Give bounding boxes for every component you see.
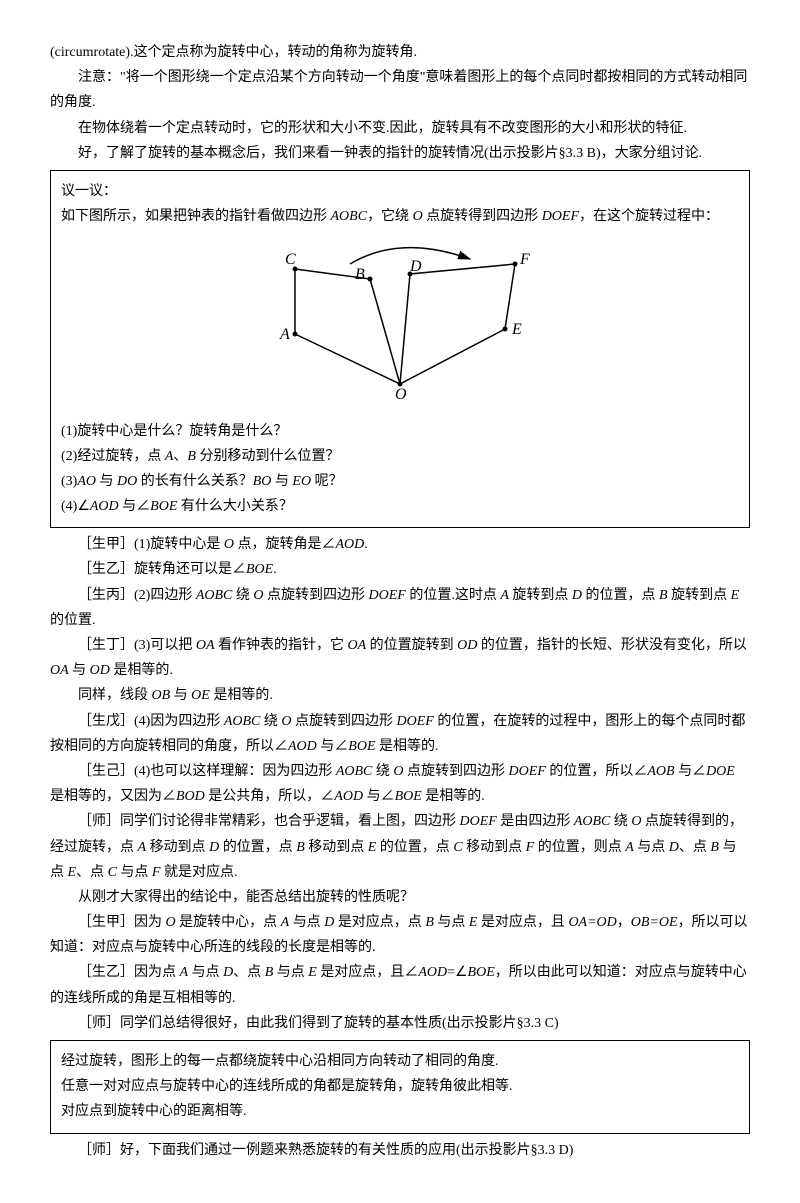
box1-q4: (4)∠AOD 与∠BOE 有什么大小关系？ (61, 494, 739, 519)
label-C: C (285, 251, 296, 268)
intro-line4: 好，了解了旋转的基本概念后，我们来看一钟表的指针的旋转情况(出示投影片§3.3 … (50, 141, 750, 166)
intro-line2: 注意："将一个图形绕一个定点沿某个方向转动一个角度"意味着图形上的每个点同时都按… (50, 65, 750, 115)
property-box: 经过旋转，图形上的每一点都绕旋转中心沿相同方向转动了相同的角度. 任意一对对应点… (50, 1040, 750, 1134)
student-ding2: 同样，线段 OB 与 OE 是相等的. (50, 683, 750, 708)
label-A: A (279, 326, 290, 343)
label-O: O (395, 386, 407, 399)
discussion-box: 议一议： 如下图所示，如果把钟表的指针看做四边形 AOBC，它绕 O 点旋转得到… (50, 170, 750, 528)
box2-line1: 经过旋转，图形上的每一点都绕旋转中心沿相同方向转动了相同的角度. (61, 1049, 739, 1074)
student-jia1: ［生甲］(1)旋转中心是 O 点，旋转角是∠AOD. (50, 532, 750, 557)
teacher-1: ［师］同学们讨论得非常精彩，也合乎逻辑，看上图，四边形 DOEF 是由四边形 A… (50, 809, 750, 885)
student-yi1: ［生乙］旋转角还可以是∠BOE. (50, 557, 750, 582)
box1-q2: (2)经过旋转，点 A、B 分别移动到什么位置？ (61, 444, 739, 469)
student-yi2: ［生乙］因为点 A 与点 D、点 B 与点 E 是对应点，且∠AOD=∠BOE，… (50, 960, 750, 1010)
box2-line3: 对应点到旋转中心的距离相等. (61, 1099, 739, 1124)
student-jia2: ［生甲］因为 O 是旋转中心，点 A 与点 D 是对应点，点 B 与点 E 是对… (50, 910, 750, 960)
label-F: F (519, 251, 530, 268)
box1-q1: (1)旋转中心是什么？旋转角是什么？ (61, 419, 739, 444)
student-ji: ［生己］(4)也可以这样理解：因为四边形 AOBC 绕 O 点旋转到四边形 DO… (50, 759, 750, 809)
teacher-3: ［师］同学们总结得很好，由此我们得到了旋转的基本性质(出示投影片§3.3 C) (50, 1011, 750, 1036)
box2-line2: 任意一对对应点与旋转中心的连线所成的角都是旋转角，旋转角彼此相等. (61, 1074, 739, 1099)
student-wu: ［生戊］(4)因为四边形 AOBC 绕 O 点旋转到四边形 DOEF 的位置，在… (50, 709, 750, 759)
label-E: E (511, 321, 522, 338)
student-bing: ［生丙］(2)四边形 AOBC 绕 O 点旋转到四边形 DOEF 的位置.这时点… (50, 583, 750, 633)
intro-line1: (circumrotate).这个定点称为旋转中心，转动的角称为旋转角. (50, 40, 750, 65)
teacher-2: 从刚才大家得出的结论中，能否总结出旋转的性质呢？ (50, 885, 750, 910)
rotation-diagram: A B C D E F O (61, 239, 739, 408)
label-B: B (355, 266, 365, 283)
box1-title: 议一议： (61, 179, 739, 204)
student-ding: ［生丁］(3)可以把 OA 看作钟表的指针，它 OA 的位置旋转到 OD 的位置… (50, 633, 750, 683)
outro: ［师］好，下面我们通过一例题来熟悉旋转的有关性质的应用(出示投影片§3.3 D) (50, 1138, 750, 1163)
label-D: D (409, 258, 422, 275)
intro-line3: 在物体绕着一个定点转动时，它的形状和大小不变.因此，旋转具有不改变图形的大小和形… (50, 116, 750, 141)
box1-q3: (3)AO 与 DO 的长有什么关系？BO 与 EO 呢？ (61, 469, 739, 494)
box1-line1: 如下图所示，如果把钟表的指针看做四边形 AOBC，它绕 O 点旋转得到四边形 D… (61, 204, 739, 229)
